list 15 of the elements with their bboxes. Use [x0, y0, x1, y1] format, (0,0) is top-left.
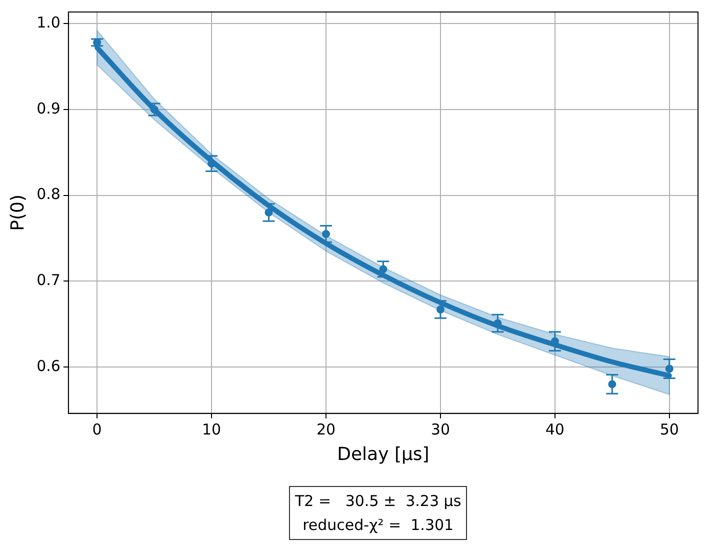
- y-tick-label: 0.7: [36, 271, 60, 290]
- y-tick-label: 0.8: [36, 185, 60, 204]
- x-tick-label: 40: [545, 420, 564, 438]
- y-axis-title: P(0): [7, 194, 28, 231]
- text: T2 = 30.5 ± 3.23 μs: [295, 491, 462, 512]
- text: reduced-χ² = 1.301: [302, 515, 455, 536]
- x-tick-label: 0: [92, 420, 102, 438]
- y-tick-label: 1.0: [36, 13, 60, 32]
- y-tick-label: 0.6: [36, 356, 60, 375]
- x-tick-label: 20: [316, 420, 336, 438]
- x-tick-label: 50: [660, 420, 679, 438]
- x-axis-title: Delay [μs]: [337, 444, 430, 465]
- x-tick-label: 10: [202, 420, 222, 438]
- y-tick-label: 0.9: [36, 99, 60, 118]
- x-tick-label: 30: [430, 420, 450, 438]
